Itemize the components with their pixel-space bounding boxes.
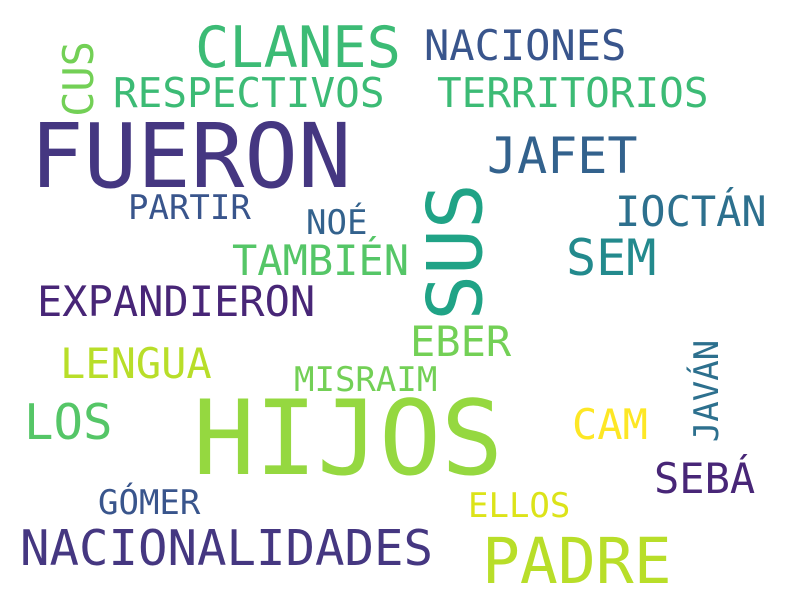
word-clanes: CLANES <box>195 15 401 81</box>
word-eber: EBER <box>410 317 512 366</box>
word-partir: PARTIR <box>128 188 251 228</box>
word-cam: CAM <box>572 400 648 449</box>
word-cus: CUS <box>53 41 103 117</box>
word-los: LOS <box>24 394 113 451</box>
word-ioctan: IOCTÁN <box>615 187 767 236</box>
word-sus: SUS <box>410 183 500 321</box>
word-seba: SEBÁ <box>654 454 756 503</box>
word-hijos: HIJOS <box>193 379 504 499</box>
word-javan: JAVÁN <box>687 339 728 443</box>
word-expandieron: EXPANDIERON <box>37 277 316 326</box>
word-nacionalidades: NACIONALIDADES <box>20 520 434 577</box>
word-jafet: JAFET <box>487 127 638 185</box>
word-naciones: NACIONES <box>424 21 627 70</box>
word-misraim: MISRAIM <box>294 360 438 400</box>
word-gomer: GÓMER <box>98 483 201 523</box>
word-tambien: TAMBIÉN <box>232 236 410 285</box>
word-respectivos: RESPECTIVOS <box>113 69 385 117</box>
word-noe: NOÉ <box>306 203 368 243</box>
word-ellos: ELLOS <box>468 486 571 526</box>
word-padre: PADRE <box>482 525 672 598</box>
word-fueron: FUERON <box>30 104 352 208</box>
word-lengua: LENGUA <box>60 339 212 388</box>
word-territorios: TERRITORIOS <box>437 69 709 117</box>
word-sem: SEM <box>566 229 657 287</box>
